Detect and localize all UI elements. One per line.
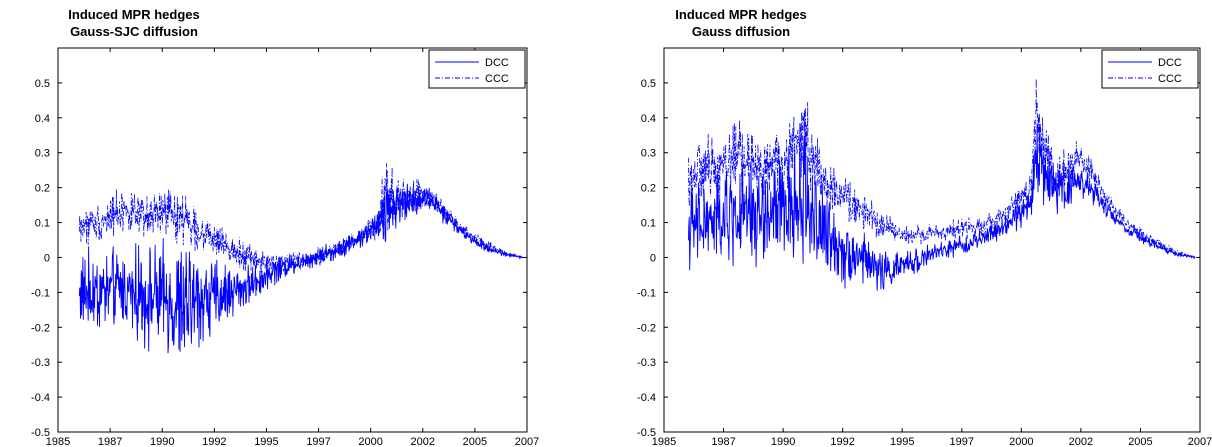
legend-label-dcc: DCC xyxy=(485,57,509,69)
right-chart-panel: Induced MPR hedges Gauss diffusion -0.5 -… xyxy=(606,0,1212,447)
x-tick-label: 1997 xyxy=(306,436,330,447)
y-tick-label: 0.5 xyxy=(641,78,656,90)
x-tick-label: 2007 xyxy=(1188,436,1212,447)
y-tick-label: 0.3 xyxy=(35,148,50,160)
x-tick-label: 1995 xyxy=(890,436,914,447)
legend: DCC CCC xyxy=(1101,49,1199,89)
x-tick-label: 1990 xyxy=(150,436,174,447)
chart-subtitle: Gauss-SJC diffusion xyxy=(70,24,198,39)
y-tick-label: -0.2 xyxy=(31,322,50,334)
x-tick-label: 1985 xyxy=(652,436,676,447)
y-tick-label: -0.3 xyxy=(637,357,656,369)
x-tick-label: 2005 xyxy=(463,436,487,447)
y-tick-label: 0 xyxy=(44,252,50,264)
y-tick-label: 0.1 xyxy=(35,218,50,230)
x-tick-label: 2000 xyxy=(358,436,382,447)
legend-label-ccc: CCC xyxy=(485,73,509,85)
y-tick-label: 0.2 xyxy=(641,183,656,195)
series-line-dcc xyxy=(78,183,524,354)
y-tick-label: -0.3 xyxy=(31,357,50,369)
x-tick-label: 1987 xyxy=(98,436,122,447)
plot-frame xyxy=(663,47,1201,433)
y-tick-label: 0.2 xyxy=(35,183,50,195)
left-chart: Induced MPR hedges Gauss-SJC diffusion -… xyxy=(31,7,539,447)
y-tick-label: -0.4 xyxy=(637,392,656,404)
legend: DCC CCC xyxy=(428,49,526,89)
y-tick-label: 0.5 xyxy=(35,78,50,90)
x-tick-label: 1995 xyxy=(254,436,278,447)
series-line-ccc xyxy=(688,78,1196,259)
y-tick-label: 0.3 xyxy=(641,148,656,160)
y-tick-label: 0.1 xyxy=(641,218,656,230)
x-tick-label: 2005 xyxy=(1128,436,1152,447)
x-tick-label: 1985 xyxy=(46,436,70,447)
x-tick-label: 1987 xyxy=(711,436,735,447)
y-tick-label: 0.4 xyxy=(641,113,656,125)
y-tick-label: 0.4 xyxy=(35,113,50,125)
legend-label-dcc: DCC xyxy=(1158,57,1182,69)
left-chart-panel: Induced MPR hedges Gauss-SJC diffusion -… xyxy=(31,7,539,447)
y-tick-label: -0.2 xyxy=(637,322,656,334)
chart-title: Induced MPR hedges xyxy=(675,7,806,22)
chart-title: Induced MPR hedges xyxy=(68,7,199,22)
y-tick-label: -0.1 xyxy=(31,287,50,299)
y-tick-label: -0.1 xyxy=(637,287,656,299)
right-chart: Induced MPR hedges Gauss diffusion -0.5 -… xyxy=(637,7,1212,447)
y-tick-label: 0 xyxy=(650,252,656,264)
x-tick-label: 2002 xyxy=(411,436,435,447)
legend-label-ccc: CCC xyxy=(1158,73,1182,85)
plot-frame xyxy=(57,47,528,433)
series-line-dcc xyxy=(687,123,1196,291)
y-tick-label: -0.5 xyxy=(31,427,50,439)
x-tick-label: 1997 xyxy=(950,436,974,447)
x-tick-label: 1992 xyxy=(202,436,226,447)
x-tick-label: 2000 xyxy=(1009,436,1033,447)
chart-subtitle: Gauss diffusion xyxy=(692,24,790,39)
x-tick-label: 2002 xyxy=(1069,436,1093,447)
x-tick-label: 1990 xyxy=(771,436,795,447)
y-tick-label: -0.5 xyxy=(637,427,656,439)
y-tick-label: -0.4 xyxy=(31,392,50,404)
series-line-ccc xyxy=(78,163,524,274)
x-tick-label: 2007 xyxy=(515,436,539,447)
x-tick-label: 1992 xyxy=(830,436,854,447)
